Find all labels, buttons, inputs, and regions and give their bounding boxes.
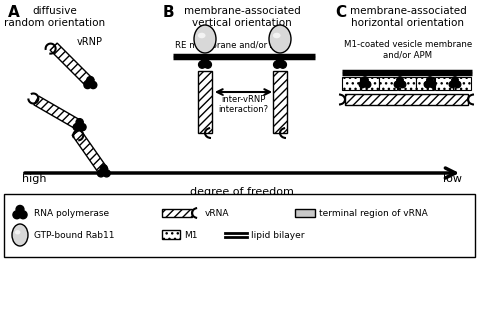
Circle shape <box>452 77 458 83</box>
Circle shape <box>16 205 24 213</box>
Circle shape <box>279 61 286 68</box>
Text: RNA polymerase: RNA polymerase <box>34 209 109 218</box>
Polygon shape <box>198 71 212 133</box>
Ellipse shape <box>269 25 291 53</box>
Bar <box>361 77 378 90</box>
Text: RE membrane and/or APM: RE membrane and/or APM <box>175 41 288 50</box>
Circle shape <box>76 119 83 126</box>
Text: degree of freedom: degree of freedom <box>190 187 294 197</box>
Text: lipid bilayer: lipid bilayer <box>251 230 305 239</box>
Circle shape <box>365 81 371 88</box>
Ellipse shape <box>198 33 205 38</box>
Circle shape <box>199 61 206 68</box>
Circle shape <box>13 211 21 219</box>
Ellipse shape <box>12 224 28 246</box>
Bar <box>295 209 315 217</box>
Circle shape <box>100 165 107 172</box>
FancyArrowPatch shape <box>25 168 456 178</box>
Circle shape <box>103 170 110 177</box>
Circle shape <box>397 77 403 83</box>
Circle shape <box>73 124 80 131</box>
Text: membrane-associated
vertical orientation: membrane-associated vertical orientation <box>183 6 300 28</box>
Circle shape <box>359 81 365 88</box>
Circle shape <box>97 170 104 177</box>
Bar <box>4 194 475 257</box>
Text: M1-coated vesicle membrane
and/or APM: M1-coated vesicle membrane and/or APM <box>344 40 472 60</box>
Text: GTP-bound Rab11: GTP-bound Rab11 <box>34 230 114 239</box>
Text: low: low <box>443 174 462 184</box>
Text: terminal region of vRNA: terminal region of vRNA <box>319 209 428 218</box>
Bar <box>162 230 180 239</box>
Text: vRNA: vRNA <box>205 209 229 218</box>
Circle shape <box>84 81 91 89</box>
Text: membrane-associated
horizontal orientation: membrane-associated horizontal orientati… <box>350 6 467 28</box>
Circle shape <box>454 81 461 88</box>
Circle shape <box>362 77 368 83</box>
Circle shape <box>19 211 27 219</box>
Ellipse shape <box>273 33 281 38</box>
Circle shape <box>201 56 208 63</box>
Circle shape <box>87 76 94 84</box>
Bar <box>379 77 397 90</box>
Text: C: C <box>335 5 346 20</box>
Ellipse shape <box>194 25 216 53</box>
Polygon shape <box>162 209 192 217</box>
Text: A: A <box>8 5 20 20</box>
Circle shape <box>394 81 401 88</box>
Text: vRNP: vRNP <box>77 37 103 47</box>
Circle shape <box>276 56 284 63</box>
Circle shape <box>399 81 406 88</box>
Polygon shape <box>345 94 468 105</box>
Text: diffusive
random orientation: diffusive random orientation <box>4 6 105 28</box>
Circle shape <box>274 61 281 68</box>
Circle shape <box>204 61 211 68</box>
Circle shape <box>427 77 433 83</box>
Circle shape <box>424 81 431 88</box>
Bar <box>416 77 434 90</box>
Bar <box>435 77 453 90</box>
Ellipse shape <box>15 230 21 235</box>
Polygon shape <box>72 130 108 174</box>
Text: inter-vRNP
interaction?: inter-vRNP interaction? <box>218 95 268 114</box>
Polygon shape <box>273 71 287 133</box>
Polygon shape <box>34 96 82 130</box>
Text: M1: M1 <box>184 230 197 239</box>
Circle shape <box>90 81 97 89</box>
Bar <box>398 77 416 90</box>
Circle shape <box>79 124 86 131</box>
Bar <box>342 77 360 90</box>
Text: high: high <box>22 174 46 184</box>
Circle shape <box>429 81 436 88</box>
Circle shape <box>449 81 456 88</box>
Polygon shape <box>50 43 94 87</box>
Text: B: B <box>163 5 175 20</box>
Bar <box>454 77 471 90</box>
